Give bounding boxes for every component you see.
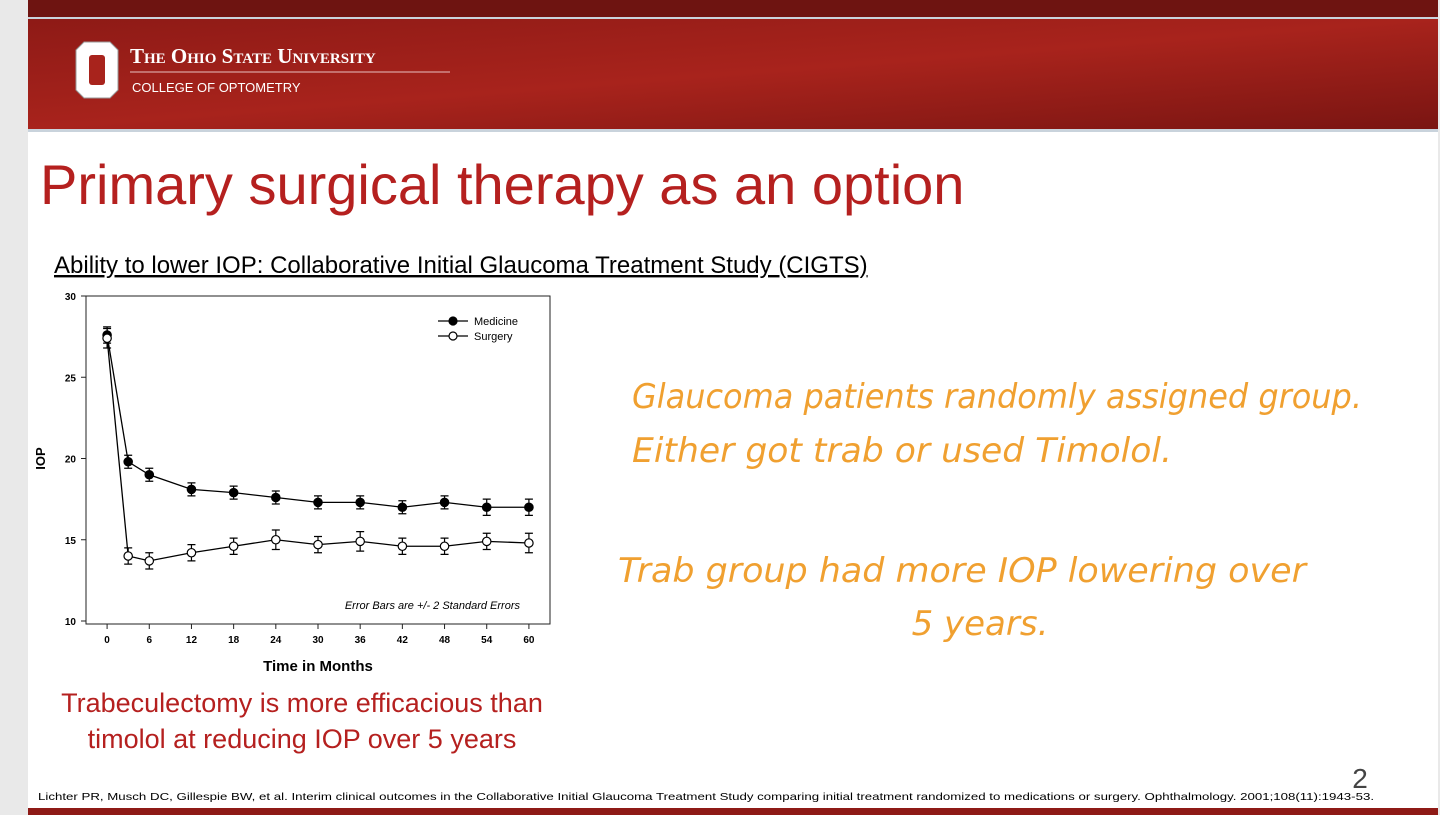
top-bar (28, 0, 1438, 17)
data-point (397, 502, 408, 513)
x-axis-label: Time in Months (263, 658, 373, 675)
x-tick-label: 6 (146, 635, 152, 646)
legend-label: Surgery (474, 331, 513, 343)
data-point (355, 536, 365, 547)
annotation: Error Bars are +/- 2 Standard Errors (345, 600, 521, 612)
university-name: The Ohio State University (130, 44, 376, 68)
x-tick-label: 48 (439, 635, 451, 646)
legend-label: Medicine (474, 316, 518, 328)
data-point (228, 487, 239, 498)
data-point (313, 539, 323, 550)
citation: Lichter PR, Musch DC, Gillespie BW, et a… (38, 791, 1374, 803)
y-tick-label: 15 (65, 536, 77, 547)
data-point (313, 497, 323, 508)
note-line: Either got trab or used Timolol. (632, 431, 1172, 471)
x-tick-label: 18 (228, 635, 240, 646)
note-line: Trab group had more IOP lowering over (618, 551, 1308, 591)
note-line: Glaucoma patients randomly assigned grou… (632, 377, 1362, 417)
note-line: 5 years. (912, 604, 1049, 644)
chart: 10 15 20 25 30 0 6 12 18 24 30 36 42 48 54 60 Time in Mo… (33, 292, 551, 675)
y-tick-label: 20 (65, 455, 77, 466)
x-tick-label: 0 (104, 635, 110, 646)
y-axis-label: IOP (33, 447, 48, 470)
data-point (271, 492, 281, 503)
caption-line: timolol at reducing IOP over 5 years (88, 724, 517, 754)
x-tick-label: 60 (523, 635, 535, 646)
data-point (271, 534, 281, 545)
x-tick-label: 30 (312, 635, 324, 646)
x-tick-label: 12 (186, 635, 198, 646)
bottom-bar (28, 808, 1438, 815)
x-tick-label: 42 (397, 635, 409, 646)
slide-title: Primary surgical therapy as an option (40, 153, 964, 216)
slide-subtitle: Ability to lower IOP: Collaborative Init… (54, 252, 868, 279)
header-band (28, 19, 1438, 129)
data-point (524, 502, 534, 513)
legend-marker (448, 316, 458, 326)
handwritten-notes: Glaucoma patients randomly assigned grou… (618, 377, 1362, 644)
data-point (186, 484, 197, 495)
data-point (102, 333, 112, 344)
data-point (123, 456, 133, 467)
data-point (439, 541, 450, 552)
slide-bg (28, 0, 1438, 815)
y-tick-label: 10 (65, 617, 77, 628)
caption-line: Trabeculectomy is more efficacious than (61, 688, 543, 718)
x-tick-label: 54 (481, 635, 493, 646)
x-tick-label: 36 (355, 635, 367, 646)
data-point (481, 502, 492, 513)
y-tick-label: 30 (65, 292, 77, 303)
data-point (144, 556, 155, 566)
legend-marker (448, 331, 458, 341)
college-name: COLLEGE OF OPTOMETRY (132, 80, 301, 95)
logo (75, 41, 119, 99)
data-point (355, 497, 365, 508)
header-rule (28, 129, 1438, 132)
y-tick-label: 25 (65, 373, 77, 384)
data-point (524, 538, 534, 548)
data-point (481, 536, 492, 547)
page-number: 2 (1352, 763, 1368, 794)
data-point (228, 541, 239, 552)
top-rule (28, 17, 1438, 19)
data-point (186, 547, 197, 558)
data-point (123, 551, 133, 561)
data-point (439, 497, 450, 508)
x-tick-label: 24 (270, 635, 282, 646)
data-point (397, 541, 408, 552)
data-point (144, 469, 155, 480)
